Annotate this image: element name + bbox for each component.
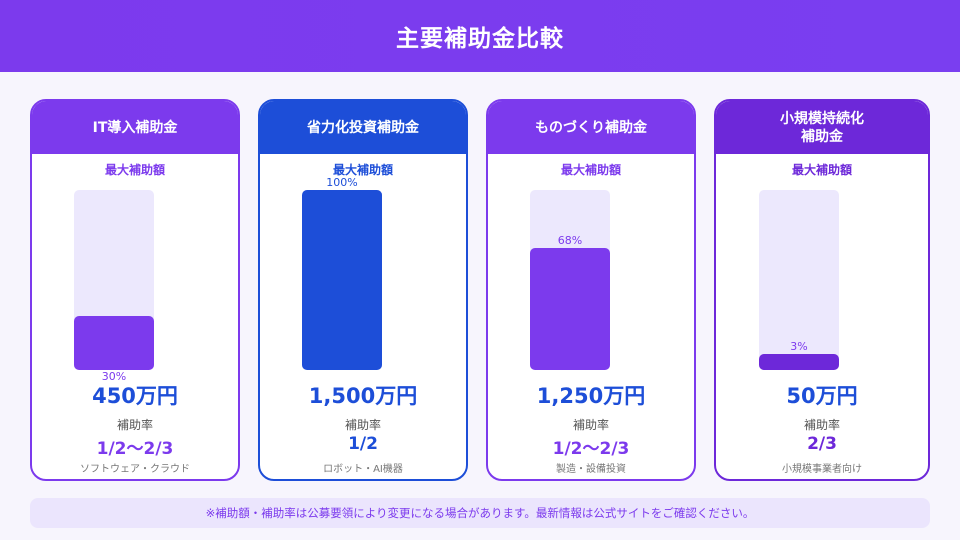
percent-label: 3% — [790, 340, 808, 353]
subsidy-card: 省力化投資補助金 最大補助額 100% 1,500万円 補助率 1/2 ロボット… — [258, 99, 468, 481]
card-description: ソフトウェア・クラウド — [80, 464, 190, 475]
title-bar: 主要補助金比較 — [0, 0, 960, 72]
amount-bar-fill — [530, 247, 610, 370]
subsidy-card: ものづくり補助金 最大補助額 68% 1,250万円 補助率 1/2〜2/3 製… — [486, 99, 696, 481]
card-title: ものづくり補助金 — [535, 119, 647, 136]
max-amount: 450万円 — [92, 384, 178, 408]
max-amount: 1,500万円 — [308, 384, 418, 408]
amount-bar-fill — [302, 190, 382, 370]
percent-label: 100% — [326, 176, 358, 189]
subsidy-card: 小規模持続化 補助金 最大補助額 3% 50万円 補助率 2/3 小規模事業者向… — [714, 99, 930, 481]
rate-label: 補助率 — [572, 418, 609, 432]
max-amount-label: 最大補助額 — [104, 163, 165, 177]
max-amount-label: 最大補助額 — [791, 163, 852, 177]
card-description: 小規模事業者向け — [782, 464, 862, 475]
card-description: ロボット・AI機器 — [323, 464, 403, 475]
subsidy-card: IT導入補助金 最大補助額 30% 450万円 補助率 1/2〜2/3 ソフトウ… — [30, 99, 240, 481]
card-header: 小規模持続化 補助金 — [716, 101, 928, 154]
amount-bar-track: 100% — [302, 176, 382, 370]
card-title: IT導入補助金 — [92, 119, 178, 136]
rate-label: 補助率 — [116, 418, 153, 432]
amount-bar-track: 3% — [759, 190, 839, 370]
card-header: IT導入補助金 — [32, 101, 238, 154]
card-header: ものづくり補助金 — [488, 101, 694, 154]
card-description: 製造・設備投資 — [556, 464, 626, 475]
amount-bar-track: 68% — [530, 190, 610, 370]
card-header: 省力化投資補助金 — [260, 101, 466, 154]
rate-label: 補助率 — [803, 418, 840, 432]
rate-value: 2/3 — [807, 434, 837, 454]
max-amount: 50万円 — [786, 384, 858, 408]
amount-bar-fill — [74, 316, 154, 370]
rate-value: 1/2〜2/3 — [552, 439, 630, 459]
percent-label: 68% — [557, 233, 583, 247]
amount-bar-track: 30% — [74, 190, 154, 383]
percent-label: 30% — [101, 370, 127, 383]
rate-value: 1/2 — [348, 434, 378, 454]
card-title: 省力化投資補助金 — [307, 119, 419, 136]
rate-label: 補助率 — [344, 418, 381, 432]
card-title: 小規模持続化 補助金 — [780, 110, 864, 145]
max-amount-label: 最大補助額 — [560, 163, 621, 177]
amount-bar-fill — [759, 354, 839, 370]
max-amount-label: 最大補助額 — [332, 163, 393, 177]
footer-note: ※補助額・補助率は公募要領により変更になる場合があります。最新情報は公式サイトを… — [30, 498, 930, 528]
max-amount: 1,250万円 — [536, 384, 646, 408]
rate-value: 1/2〜2/3 — [96, 439, 174, 459]
page-title: 主要補助金比較 — [396, 26, 564, 52]
